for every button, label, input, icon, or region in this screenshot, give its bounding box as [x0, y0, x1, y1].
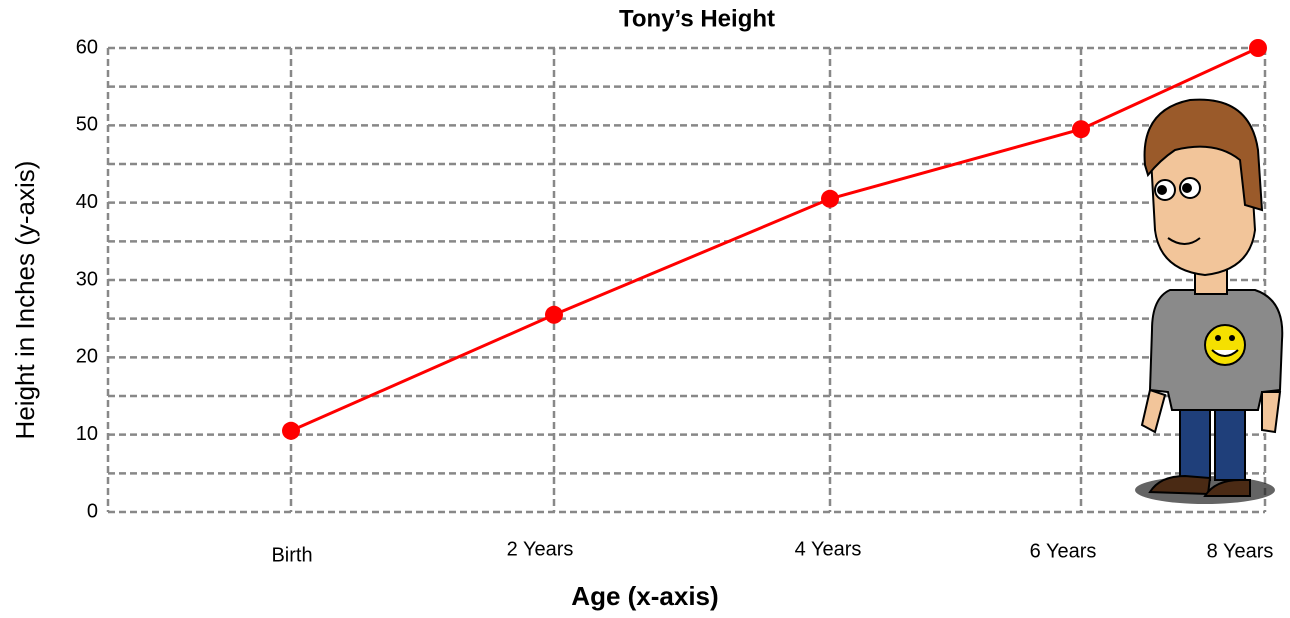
chart-title: Tony’s Height — [619, 5, 775, 32]
point — [282, 422, 300, 440]
x-tick-label: 2 Years — [507, 538, 574, 560]
boy-illustration — [1135, 100, 1282, 504]
x-tick-label: Birth — [271, 544, 312, 566]
y-tick-label: 50 — [76, 114, 98, 136]
point — [545, 306, 563, 324]
x-tick-label: 8 Years — [1207, 540, 1274, 562]
y-tick-label: 0 — [87, 500, 98, 522]
x-axis-label: Age (x-axis) — [571, 581, 718, 611]
x-tick-label: 6 Years — [1030, 540, 1097, 562]
y-tick-label: 60 — [76, 36, 98, 58]
y-axis-label: Height in Inches (y-axis) — [10, 161, 40, 440]
y-tick-label: 30 — [76, 268, 98, 290]
point — [1072, 120, 1090, 138]
line — [291, 48, 1258, 431]
y-tick-label: 40 — [76, 191, 98, 213]
point — [1249, 39, 1267, 57]
chart: Tony’s Height Age (x-axis) Height in Inc… — [0, 0, 1290, 613]
page: {"chart_data": {"type": "line", "title":… — [0, 0, 1290, 613]
y-tick-label: 10 — [76, 423, 98, 445]
grid: 0 10 20 30 40 50 60 Birth 2 Years 4 Years 6 Years 8… — [76, 36, 1274, 566]
plot — [282, 39, 1267, 440]
x-tick-label: 4 Years — [795, 538, 862, 560]
point — [821, 190, 839, 208]
y-tick-label: 20 — [76, 346, 98, 368]
